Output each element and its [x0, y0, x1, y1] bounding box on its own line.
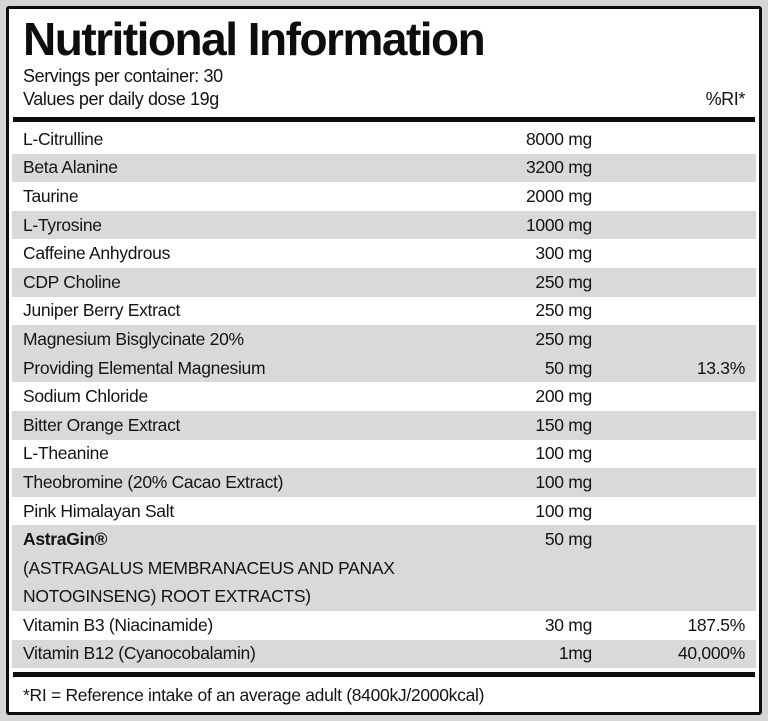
ri-column-header: %RI* — [705, 89, 746, 109]
ingredient-name: Sodium Chloride — [23, 386, 148, 407]
ingredient-amount: 250 mg — [535, 271, 592, 292]
table-row: Caffeine Anhydrous 300 mg — [12, 239, 756, 268]
ingredient-name: Pink Himalayan Salt — [23, 500, 174, 521]
table-row: Pink Himalayan Salt 100 mg — [12, 497, 756, 526]
header-divider-rule — [13, 117, 755, 122]
ingredient-amount: 200 mg — [535, 386, 592, 407]
ingredient-name: CDP Choline — [23, 271, 121, 292]
ingredient-amount: 1000 mg — [525, 214, 592, 235]
panel-title: Nutritional Information — [23, 13, 486, 65]
ingredient-subtext: (ASTRAGALUS MEMBRANACEUS AND PANAX — [23, 557, 395, 578]
nutrition-facts-panel: Nutritional Information Servings per con… — [6, 6, 762, 715]
ingredient-name: Vitamin B3 (Niacinamide) — [23, 614, 213, 635]
ingredient-name: Taurine — [23, 185, 79, 206]
ingredient-name: Vitamin B12 (Cyanocobalamin) — [23, 643, 256, 664]
table-row: Beta Alanine 3200 mg — [12, 153, 756, 183]
table-row: CDP Choline 250 mg — [12, 267, 756, 297]
table-row: Taurine 2000 mg — [12, 182, 756, 211]
table-row: AstraGin® 50 mg — [12, 525, 756, 554]
ingredient-name: L-Citrulline — [23, 128, 104, 149]
ingredient-subtext-row: NOTOGINSENG) ROOT EXTRACTS) — [12, 582, 756, 612]
ingredient-amount: 250 mg — [535, 328, 592, 349]
ingredient-name: Caffeine Anhydrous — [23, 243, 171, 264]
ingredient-amount: 100 mg — [535, 471, 592, 492]
ingredient-amount: 1mg — [558, 643, 592, 664]
ingredient-name: Beta Alanine — [23, 157, 118, 178]
ingredient-amount: 30 mg — [544, 614, 592, 635]
ingredient-amount: 50 mg — [544, 529, 592, 550]
table-row: L-Theanine 100 mg — [12, 440, 756, 469]
ingredient-amount: 50 mg — [544, 357, 592, 378]
footer-divider-rule — [13, 672, 755, 678]
ingredient-amount: 2000 mg — [525, 185, 592, 206]
ingredient-name: AstraGin® — [23, 529, 108, 550]
table-row: L-Tyrosine 1000 mg — [12, 210, 756, 240]
table-row: Sodium Chloride 200 mg — [12, 382, 756, 411]
ingredient-subtext: NOTOGINSENG) ROOT EXTRACTS) — [23, 586, 311, 607]
table-row: Bitter Orange Extract 150 mg — [12, 410, 756, 440]
table-row: Theobromine (20% Cacao Extract) 100 mg — [12, 468, 756, 497]
ingredient-name: L-Theanine — [23, 443, 109, 464]
ingredient-subtext-row: (ASTRAGALUS MEMBRANACEUS AND PANAX — [12, 553, 756, 583]
ingredient-amount: 300 mg — [535, 243, 592, 264]
ingredient-name: Juniper Berry Extract — [23, 300, 181, 321]
ingredient-name: L-Tyrosine — [23, 214, 102, 235]
table-row: Vitamin B3 (Niacinamide) 30 mg 187.5% — [12, 611, 756, 640]
ingredient-amount: 150 mg — [535, 414, 592, 435]
reference-intake-footnote: *RI = Reference intake of an average adu… — [23, 685, 485, 706]
table-row: Providing Elemental Magnesium 50 mg 13.3% — [12, 353, 756, 383]
ingredient-ri-percent: 40,000% — [678, 643, 745, 664]
ingredient-ri-percent: 187.5% — [687, 614, 745, 635]
table-row: Juniper Berry Extract 250 mg — [12, 297, 756, 326]
ingredient-amount: 250 mg — [535, 300, 592, 321]
table-row: L-Citrulline 8000 mg — [12, 125, 756, 154]
ingredient-amount: 100 mg — [535, 500, 592, 521]
ingredient-ri-percent: 13.3% — [696, 357, 745, 378]
servings-per-container-line: Servings per container: 30 — [23, 66, 223, 86]
ingredient-amount: 3200 mg — [525, 157, 592, 178]
ingredient-name: Bitter Orange Extract — [23, 414, 181, 435]
ingredient-table: L-Citrulline 8000 mg Beta Alanine 3200 mg Ta… — [12, 125, 756, 669]
dose-and-ri-header-row: Values per daily dose 19g %RI* — [23, 88, 745, 111]
table-row: Magnesium Bisglycinate 20% 250 mg — [12, 325, 756, 354]
ingredient-name: Providing Elemental Magnesium — [23, 357, 266, 378]
ingredient-name: Theobromine (20% Cacao Extract) — [23, 471, 284, 492]
ingredient-amount: 8000 mg — [525, 128, 592, 149]
daily-dose-line: Values per daily dose 19g — [23, 89, 219, 109]
ingredient-name: Magnesium Bisglycinate 20% — [23, 328, 244, 349]
panel-header: Nutritional Information Servings per con… — [9, 9, 759, 113]
table-row: Vitamin B12 (Cyanocobalamin) 1mg 40,000% — [12, 639, 756, 669]
ingredient-amount: 100 mg — [535, 443, 592, 464]
